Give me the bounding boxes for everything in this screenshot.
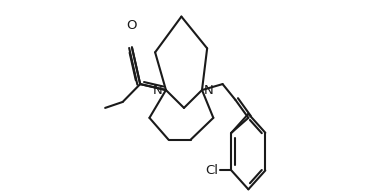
Text: O: O xyxy=(127,19,137,32)
Text: N: N xyxy=(152,84,162,97)
Text: N: N xyxy=(204,84,213,97)
Text: Cl: Cl xyxy=(205,164,218,177)
